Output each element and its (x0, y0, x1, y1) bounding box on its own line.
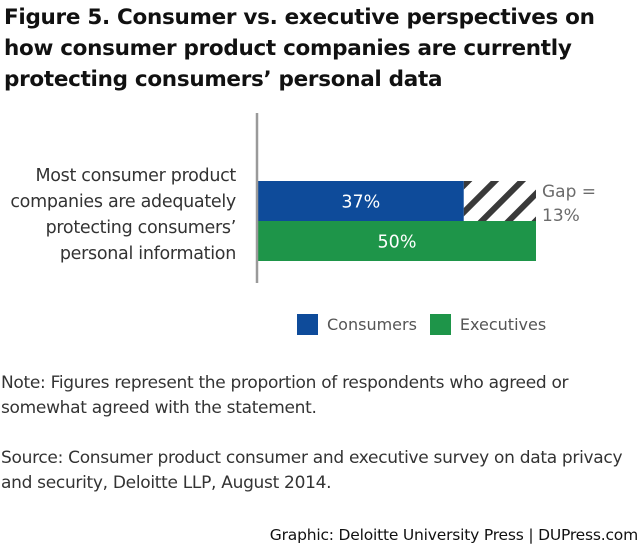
chart-title: Figure 5. Consumer vs. executive perspec… (4, 5, 595, 92)
graphic-credit: Graphic: Deloitte University Press | DUP… (269, 526, 638, 544)
legend-item-consumers: Consumers (297, 314, 417, 335)
chart-note: Note: Figures represent the proportion o… (1, 373, 569, 418)
gap-annotation-line2: 13% (542, 206, 580, 226)
bar-label-consumers: 37% (341, 193, 380, 213)
bar-label-executives: 50% (378, 233, 417, 253)
legend-swatch-consumers (297, 314, 318, 335)
category-label: Most consumer product companies are adeq… (10, 166, 236, 264)
legend-label-executives: Executives (459, 315, 547, 334)
bar-consumers (258, 181, 464, 221)
bar-executives (258, 221, 536, 261)
legend: Consumers Executives (297, 314, 559, 335)
legend-label-consumers: Consumers (327, 315, 417, 334)
gap-hatch (463, 181, 536, 221)
gap-annotation-line1: Gap = (542, 182, 596, 202)
legend-swatch-executives (429, 314, 451, 335)
legend-item-executives: Executives (429, 314, 547, 335)
chart-source: Source: Consumer product consumer and ex… (1, 448, 623, 493)
